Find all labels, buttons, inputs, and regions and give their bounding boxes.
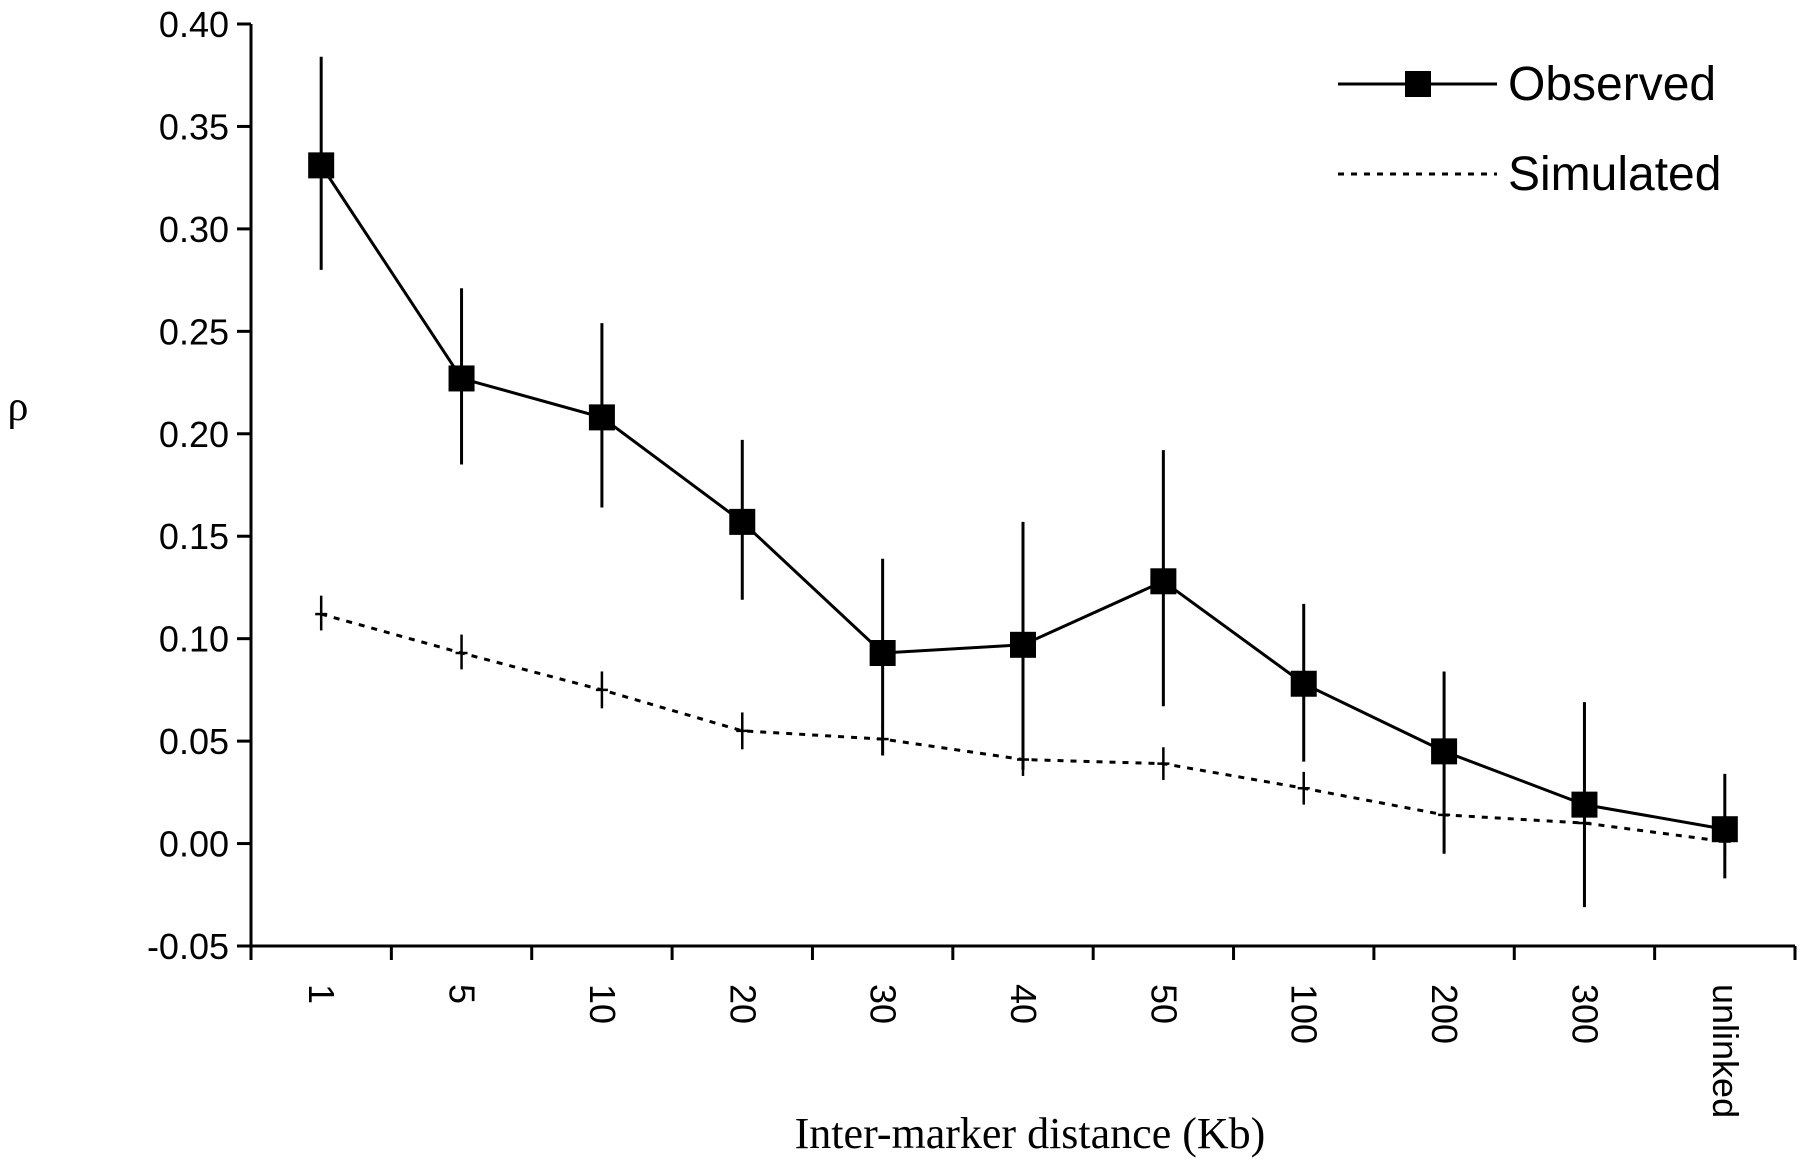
data-point xyxy=(729,508,756,535)
series-observed xyxy=(308,56,1738,908)
x-tick-label: unlinked xyxy=(1705,984,1746,1118)
data-point xyxy=(1290,670,1317,697)
x-tick-label: 40 xyxy=(1003,984,1044,1024)
data-point xyxy=(1571,791,1598,818)
data-point xyxy=(1711,816,1738,843)
y-tick-label: 0.35 xyxy=(159,106,229,147)
x-tick-label: 1 xyxy=(301,984,342,1004)
y-axis-ticks: 0.40 0.35 0.30 0.25 0.20 0.15 0.10 0.05 0.00 -0.0… xyxy=(147,4,251,967)
x-tick-label: 200 xyxy=(1424,984,1465,1044)
data-point xyxy=(448,365,475,392)
x-tick-label: 10 xyxy=(582,984,623,1024)
legend: Observed Simulated xyxy=(1338,58,1721,201)
y-tick-label: 0.15 xyxy=(159,516,229,557)
y-tick-label: 0.30 xyxy=(159,209,229,250)
y-tick-label: 0.40 xyxy=(159,4,229,45)
y-tick-label: 0.25 xyxy=(159,311,229,352)
x-tick-label: 30 xyxy=(863,984,904,1024)
data-point xyxy=(1150,568,1177,595)
y-tick-label: 0.00 xyxy=(159,824,229,865)
x-tick-label: 5 xyxy=(442,984,483,1004)
x-tick-label: 50 xyxy=(1143,984,1184,1024)
y-axis-title: ρ xyxy=(8,384,29,430)
x-axis-ticks: 1 5 10 20 30 40 50 100 200 300 unlinked xyxy=(249,946,1797,1118)
data-point xyxy=(869,640,896,667)
x-tick-label: 300 xyxy=(1564,984,1605,1044)
y-tick-label: 0.20 xyxy=(159,414,229,455)
data-point xyxy=(1010,631,1036,658)
y-tick-label: 0.10 xyxy=(159,619,229,660)
data-point xyxy=(588,404,615,431)
x-axis-title: Inter-marker distance (Kb) xyxy=(795,1109,1266,1158)
legend-observed-label: Observed xyxy=(1508,58,1716,111)
x-tick-label: 100 xyxy=(1284,984,1325,1044)
data-point xyxy=(308,152,335,179)
x-tick-label: 20 xyxy=(722,984,763,1024)
y-tick-label: -0.05 xyxy=(147,926,229,967)
y-tick-label: 0.05 xyxy=(159,721,229,762)
legend-observed-marker xyxy=(1405,71,1431,97)
legend-simulated-label: Simulated xyxy=(1508,148,1721,201)
axes xyxy=(249,24,1795,948)
data-point xyxy=(1431,738,1458,765)
